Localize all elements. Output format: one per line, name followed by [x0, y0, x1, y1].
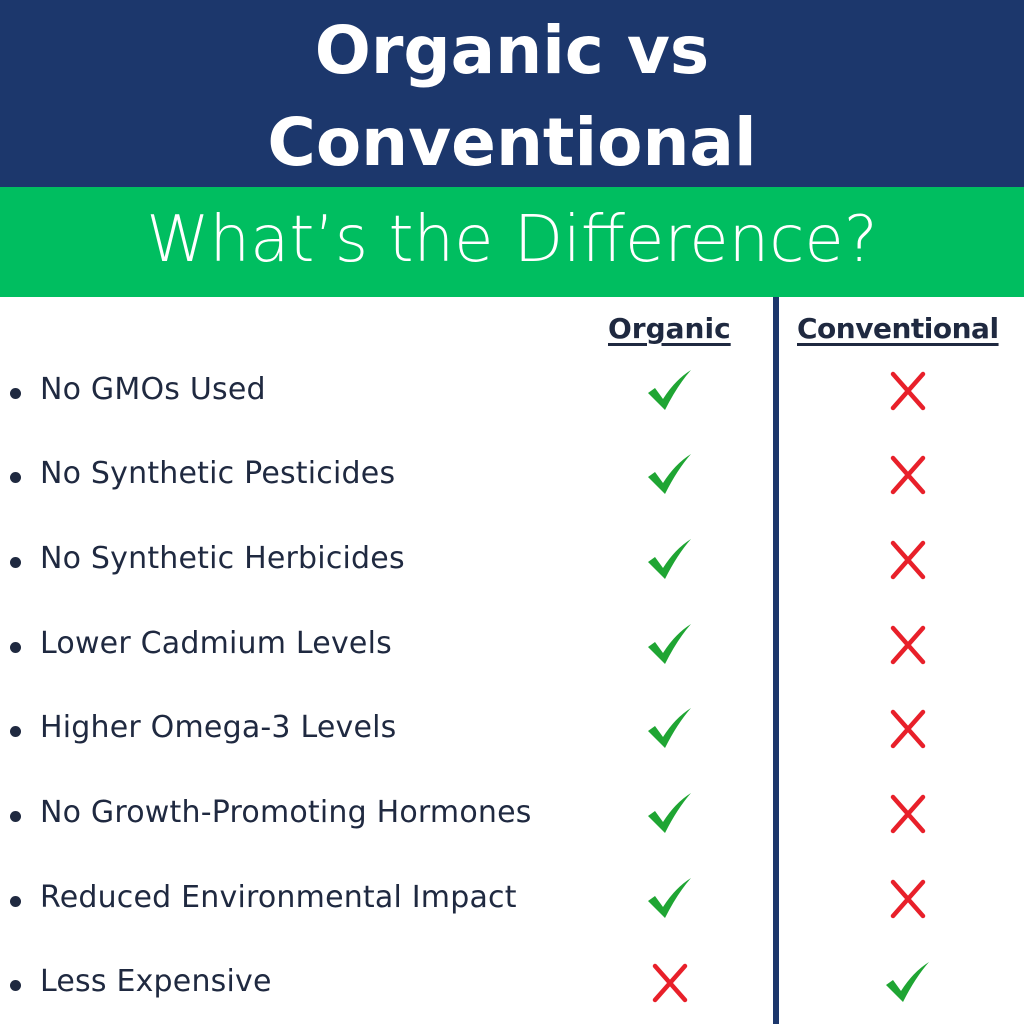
list-item: Higher Omega-3 Levels — [0, 700, 1024, 760]
list-item: No GMOs Used — [0, 362, 1024, 422]
organic-check-icon — [645, 622, 695, 668]
organic-cross-icon — [645, 960, 695, 1006]
title-banner: Organic vs Conventional — [0, 0, 1024, 187]
bullet-icon — [10, 642, 21, 653]
conventional-cross-icon — [883, 452, 933, 498]
bullet-icon — [10, 811, 21, 822]
column-divider — [773, 297, 779, 1024]
organic-check-icon — [645, 706, 695, 752]
feature-label: Lower Cadmium Levels — [40, 626, 392, 661]
title-line-1: Organic vs — [314, 12, 710, 89]
title-line-2: Conventional — [267, 104, 757, 181]
organic-check-icon — [645, 537, 695, 583]
organic-check-icon — [645, 791, 695, 837]
conventional-cross-icon — [883, 622, 933, 668]
bullet-icon — [10, 980, 21, 991]
feature-label: No Growth-Promoting Hormones — [40, 795, 532, 830]
subtitle: What’s the Difference? — [146, 203, 878, 277]
feature-label: No Synthetic Herbicides — [40, 541, 405, 576]
column-header-organic: Organic — [608, 312, 731, 345]
list-item: Lower Cadmium Levels — [0, 616, 1024, 676]
list-item: Reduced Environmental Impact — [0, 870, 1024, 930]
column-header-conventional: Conventional — [797, 312, 999, 345]
conventional-cross-icon — [883, 537, 933, 583]
bullet-icon — [10, 472, 21, 483]
conventional-cross-icon — [883, 791, 933, 837]
organic-check-icon — [645, 876, 695, 922]
list-item: No Growth-Promoting Hormones — [0, 785, 1024, 845]
conventional-cross-icon — [883, 368, 933, 414]
list-item: No Synthetic Herbicides — [0, 531, 1024, 591]
conventional-cross-icon — [883, 706, 933, 752]
list-item: Less Expensive — [0, 954, 1024, 1014]
organic-check-icon — [645, 452, 695, 498]
feature-label: Reduced Environmental Impact — [40, 880, 517, 915]
feature-label: No GMOs Used — [40, 372, 266, 407]
feature-label: Less Expensive — [40, 964, 272, 999]
organic-check-icon — [645, 368, 695, 414]
bullet-icon — [10, 726, 21, 737]
bullet-icon — [10, 557, 21, 568]
subtitle-banner: What’s the Difference? — [0, 187, 1024, 297]
conventional-cross-icon — [883, 876, 933, 922]
conventional-check-icon — [883, 960, 933, 1006]
feature-label: Higher Omega-3 Levels — [40, 710, 397, 745]
list-item: No Synthetic Pesticides — [0, 446, 1024, 506]
bullet-icon — [10, 896, 21, 907]
bullet-icon — [10, 388, 21, 399]
feature-label: No Synthetic Pesticides — [40, 456, 396, 491]
